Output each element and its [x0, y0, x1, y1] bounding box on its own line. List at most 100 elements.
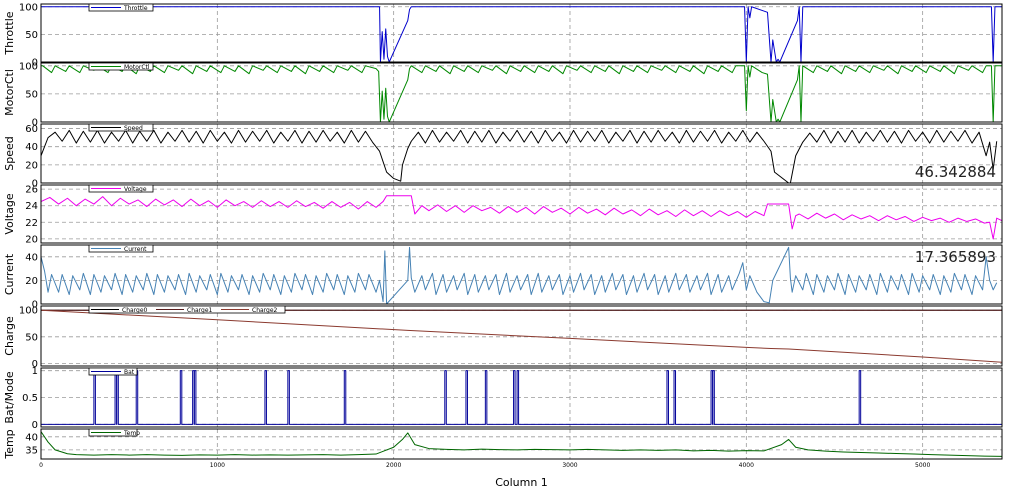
series-group: [41, 129, 998, 183]
y-tick-label: 20: [25, 234, 38, 245]
x-tick-label: 4000: [739, 462, 754, 469]
y-tick-label: 35: [25, 445, 38, 456]
y-tick-label: 40: [25, 142, 38, 153]
plot-frame: [40, 244, 1003, 305]
series-line-throttle: [41, 6, 1002, 62]
legend-box: [88, 305, 286, 314]
y-tick-label: 0: [32, 118, 38, 129]
plot-area: [41, 185, 1002, 243]
x-tick-label: 2000: [386, 462, 401, 469]
legend-entry: Current: [124, 246, 147, 253]
series-group: [41, 431, 1002, 457]
panel-bat-mode: 0 0.5 1 Bat/Mode Bat: [3, 366, 1003, 431]
plot-area: [41, 63, 1002, 122]
y-tick-label: 0.5: [22, 393, 38, 404]
series-group: [41, 195, 1002, 240]
y-axis-label: Throttle: [3, 11, 16, 55]
y-tick-label: 1: [32, 366, 38, 377]
y-tick-label: 100: [19, 61, 38, 72]
series-group: [41, 246, 998, 304]
series-line-voltage: [41, 195, 1002, 240]
plot-frame: [40, 367, 1003, 428]
y-axis-label: MotorCtl: [3, 69, 16, 116]
plot-frame: [40, 62, 1003, 123]
y-axis-label: Current: [3, 253, 16, 295]
y-tick-label: 60: [25, 124, 38, 135]
x-tick-label: 3000: [562, 462, 577, 469]
series-line-current: [41, 246, 998, 304]
y-axis-label: Charge: [3, 316, 16, 356]
plot-frame: [40, 3, 1003, 63]
legend: Bat: [88, 367, 138, 376]
y-tick-label: 40: [25, 252, 38, 263]
legend: Current: [88, 244, 154, 253]
x-axis: 0 1000 2000 3000 4000 5000 Column 1: [39, 462, 930, 489]
plot-frame: [40, 184, 1003, 244]
legend: MotorCtl: [88, 62, 154, 71]
y-tick-label: 40: [25, 432, 38, 443]
plot-area: [41, 124, 1002, 183]
legend-entry: Temp: [123, 430, 140, 437]
x-tick-label: 5000: [915, 462, 930, 469]
x-tick-label: 0: [39, 462, 43, 469]
y-tick-label: 20: [25, 160, 38, 171]
panel-temp: 35 40 Temp Temp: [3, 428, 1003, 460]
legend-entry: Charge2: [252, 307, 278, 314]
y-tick-label: 50: [25, 332, 38, 343]
legend: Speed: [88, 123, 154, 132]
panel-voltage: 20 22 24 26 Voltage Voltage: [3, 184, 1003, 245]
y-tick-label: 100: [19, 306, 38, 317]
legend: Temp: [88, 428, 140, 437]
panel-speed: 0 20 40 60 Speed Speed 46.342884: [3, 123, 1003, 190]
legend-entry: Charge1: [187, 307, 213, 314]
plot-frame: [40, 305, 1003, 367]
y-tick-label: 100: [19, 2, 38, 13]
y-tick-label: 0: [32, 420, 38, 431]
y-tick-label: 0: [32, 300, 38, 311]
series-line-charge2: [41, 309, 1002, 363]
y-tick-label: 50: [25, 89, 38, 100]
y-axis-label: Bat/Mode: [3, 371, 16, 424]
x-tick-label: 1000: [210, 462, 225, 469]
panel-current: 0 20 40 Current Current 17.365893: [3, 244, 1003, 311]
y-tick-label: 0: [32, 58, 38, 69]
y-tick-label: 50: [25, 30, 38, 41]
legend-entry: Throttle: [123, 5, 148, 12]
plot-frame: [40, 428, 1003, 460]
value-readout: 17.365893: [915, 248, 996, 266]
plot-area: [41, 368, 1002, 427]
value-readout: 46.342884: [915, 163, 996, 181]
series-line-bat: [41, 370, 1002, 425]
legend-entry: Bat: [124, 369, 135, 376]
legend: Voltage: [88, 184, 154, 193]
y-tick-label: 20: [25, 276, 38, 287]
series-line-speed: [41, 129, 998, 183]
series-group: [41, 65, 1002, 122]
legend-entry: Voltage: [124, 186, 147, 193]
y-tick-label: 22: [25, 218, 38, 229]
x-axis-label: Column 1: [495, 476, 548, 489]
plot-area: [41, 245, 1002, 304]
plot-frame: [40, 123, 1003, 184]
series-group: [41, 6, 1002, 62]
series-line-temp: [41, 431, 1002, 457]
series-group: [41, 370, 1002, 425]
y-tick-label: 26: [25, 185, 38, 196]
y-tick-label: 0: [32, 179, 38, 190]
y-axis-label: Voltage: [3, 193, 16, 234]
legend-entry: MotorCtl: [124, 64, 150, 71]
plot-area: [41, 429, 1002, 459]
legend-entry: Charge0: [122, 307, 148, 314]
legend: Throttle: [88, 3, 154, 12]
legend: Charge0 Charge1 Charge2: [88, 305, 286, 314]
series-line-motorctl: [41, 65, 1002, 122]
y-axis-label: Temp: [3, 429, 16, 459]
legend-entry: Speed: [124, 125, 143, 132]
y-tick-label: 24: [25, 201, 38, 212]
y-tick-label: 0: [32, 359, 38, 370]
plot-area: [41, 4, 1002, 62]
